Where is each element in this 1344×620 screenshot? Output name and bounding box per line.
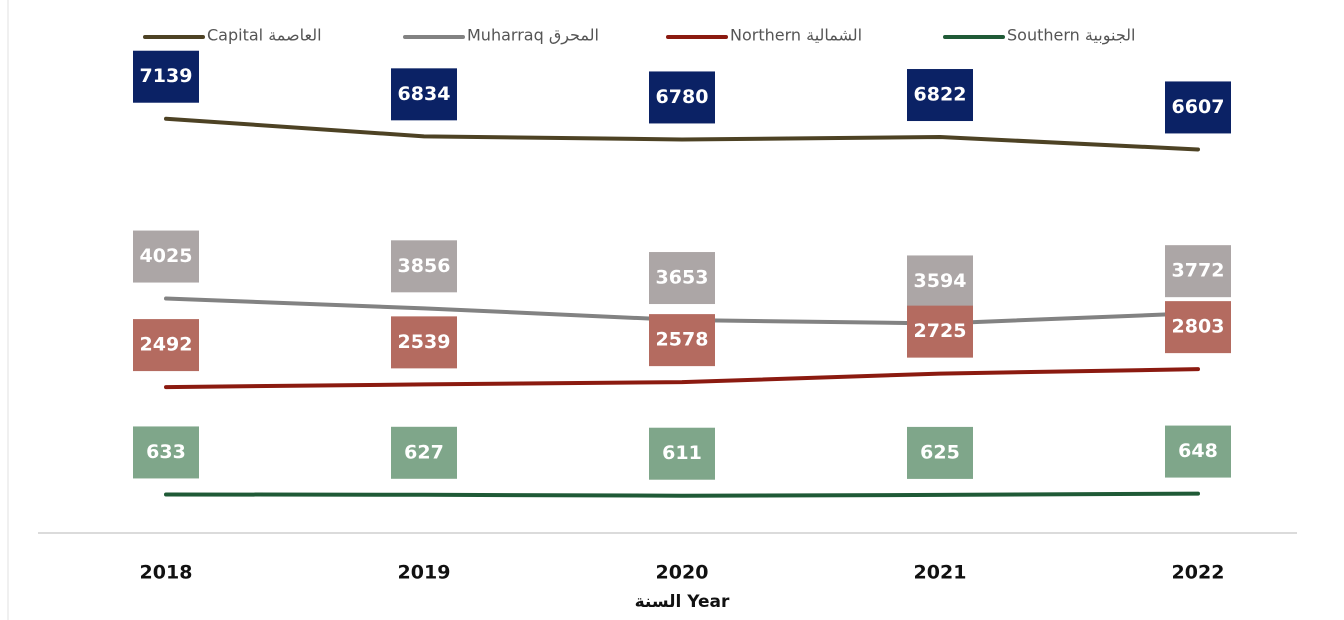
legend-label: Northern الشمالية bbox=[730, 26, 862, 45]
data-label: 3856 bbox=[398, 255, 451, 277]
data-label-box bbox=[391, 426, 457, 479]
data-label: 2578 bbox=[656, 329, 709, 351]
x-tick-label: 2021 bbox=[914, 562, 967, 584]
data-label: 627 bbox=[404, 441, 444, 463]
data-label-box bbox=[133, 426, 199, 479]
data-label: 4025 bbox=[140, 245, 193, 267]
data-label-box bbox=[907, 426, 973, 479]
data-label-box bbox=[907, 69, 973, 122]
data-label-box bbox=[649, 427, 715, 480]
data-label: 2803 bbox=[1172, 316, 1225, 338]
data-label: 6607 bbox=[1172, 96, 1225, 118]
data-label-box bbox=[391, 316, 457, 369]
x-tick-label: 2019 bbox=[398, 562, 451, 584]
data-label: 6834 bbox=[398, 83, 451, 105]
data-label-box bbox=[391, 68, 457, 121]
legend-label: Muharraq المحرق bbox=[467, 26, 599, 46]
series-line bbox=[164, 116, 1200, 152]
data-label: 648 bbox=[1178, 440, 1218, 462]
data-label: 2492 bbox=[140, 334, 193, 356]
data-label-box bbox=[907, 305, 973, 358]
data-label-box bbox=[1165, 81, 1231, 134]
data-label-box bbox=[907, 255, 973, 308]
data-label-box bbox=[391, 240, 457, 293]
x-tick-label: 2018 bbox=[140, 562, 193, 584]
data-label-box bbox=[133, 319, 199, 372]
data-label-box bbox=[649, 252, 715, 305]
data-label: 2725 bbox=[914, 320, 967, 342]
data-label-box bbox=[133, 50, 199, 103]
legend-label: Southern الجنوبية bbox=[1007, 26, 1135, 46]
data-label-box bbox=[649, 71, 715, 124]
data-label-box bbox=[1165, 425, 1231, 478]
data-label-box bbox=[1165, 245, 1231, 298]
data-label: 611 bbox=[662, 442, 702, 464]
x-axis-title: السنة Year bbox=[635, 592, 730, 612]
data-label-box bbox=[1165, 301, 1231, 354]
data-label-box bbox=[133, 230, 199, 283]
x-tick-label: 2022 bbox=[1172, 562, 1225, 584]
data-label: 3594 bbox=[914, 270, 967, 292]
data-label: 6822 bbox=[914, 84, 967, 106]
data-label: 3653 bbox=[656, 267, 709, 289]
data-label: 3772 bbox=[1172, 260, 1225, 282]
data-label: 633 bbox=[146, 441, 186, 463]
data-label: 6780 bbox=[656, 86, 709, 108]
x-tick-label: 2020 bbox=[656, 562, 709, 584]
legend-label: Capital العاصمة bbox=[207, 26, 322, 45]
data-label: 2539 bbox=[398, 331, 451, 353]
series-line bbox=[164, 367, 1200, 390]
data-label: 625 bbox=[920, 441, 960, 463]
data-label-box bbox=[649, 314, 715, 367]
data-label: 7139 bbox=[140, 65, 193, 87]
series-line bbox=[164, 491, 1200, 498]
